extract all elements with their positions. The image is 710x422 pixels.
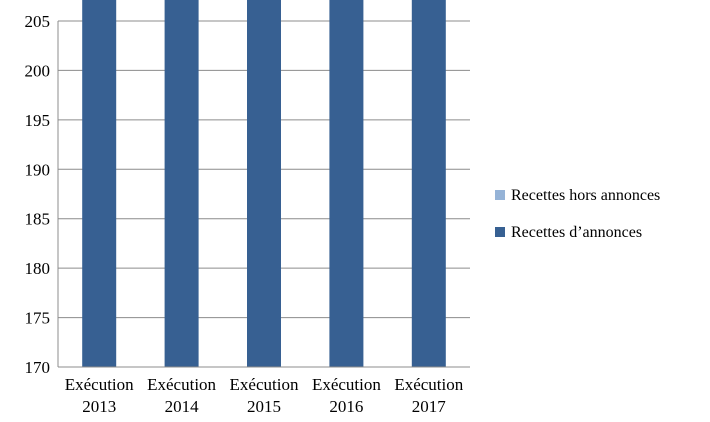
bars <box>82 0 446 367</box>
x-tick-label-line: 2016 <box>329 397 363 416</box>
x-tick-label-line: Exécution <box>394 375 463 394</box>
y-tick-label: 205 <box>25 12 51 31</box>
bar-recettes-annonces <box>411 0 446 367</box>
x-tick-label-line: 2013 <box>82 397 116 416</box>
bar-recettes-annonces <box>164 0 199 367</box>
legend: Recettes hors annonces Recettes d’annonce… <box>495 187 660 241</box>
y-tick-label: 185 <box>25 210 51 229</box>
axes <box>57 21 470 368</box>
x-tick-label-line: Exécution <box>65 375 134 394</box>
y-tick-label: 180 <box>25 259 51 278</box>
bar-recettes-annonces <box>247 0 281 367</box>
x-tick-label: Exécution 2017 <box>394 375 463 416</box>
x-tick-label-line: 2015 <box>247 397 281 416</box>
legend-swatch <box>495 190 505 200</box>
x-tick-label-line: Exécution <box>312 375 381 394</box>
x-tick-label: Exécution 2015 <box>230 375 299 416</box>
x-tick-label: Exécution 2013 <box>65 375 134 416</box>
y-tick-label: 195 <box>25 111 51 130</box>
bar-recettes-annonces <box>329 0 364 367</box>
x-tick-label-line: 2017 <box>412 397 447 416</box>
y-tick-label: 190 <box>25 160 51 179</box>
legend-label: Recettes hors annonces <box>511 187 660 204</box>
legend-label: Recettes d’annonces <box>511 224 642 241</box>
x-tick-label-line: Exécution <box>147 375 216 394</box>
x-tick-label-line: 2014 <box>165 397 200 416</box>
x-tick-label-line: Exécution <box>230 375 299 394</box>
x-tick-label: Exécution 2014 <box>147 375 216 416</box>
x-tick-label: Exécution 2016 <box>312 375 381 416</box>
y-tick-label: 200 <box>25 61 51 80</box>
bar-recettes-annonces <box>82 0 117 367</box>
y-tick-label: 170 <box>25 358 51 377</box>
legend-swatch <box>495 227 505 237</box>
y-tick-labels: 170 175 180 185 190 195 200 205 <box>25 12 51 377</box>
y-tick-label: 175 <box>25 309 51 328</box>
